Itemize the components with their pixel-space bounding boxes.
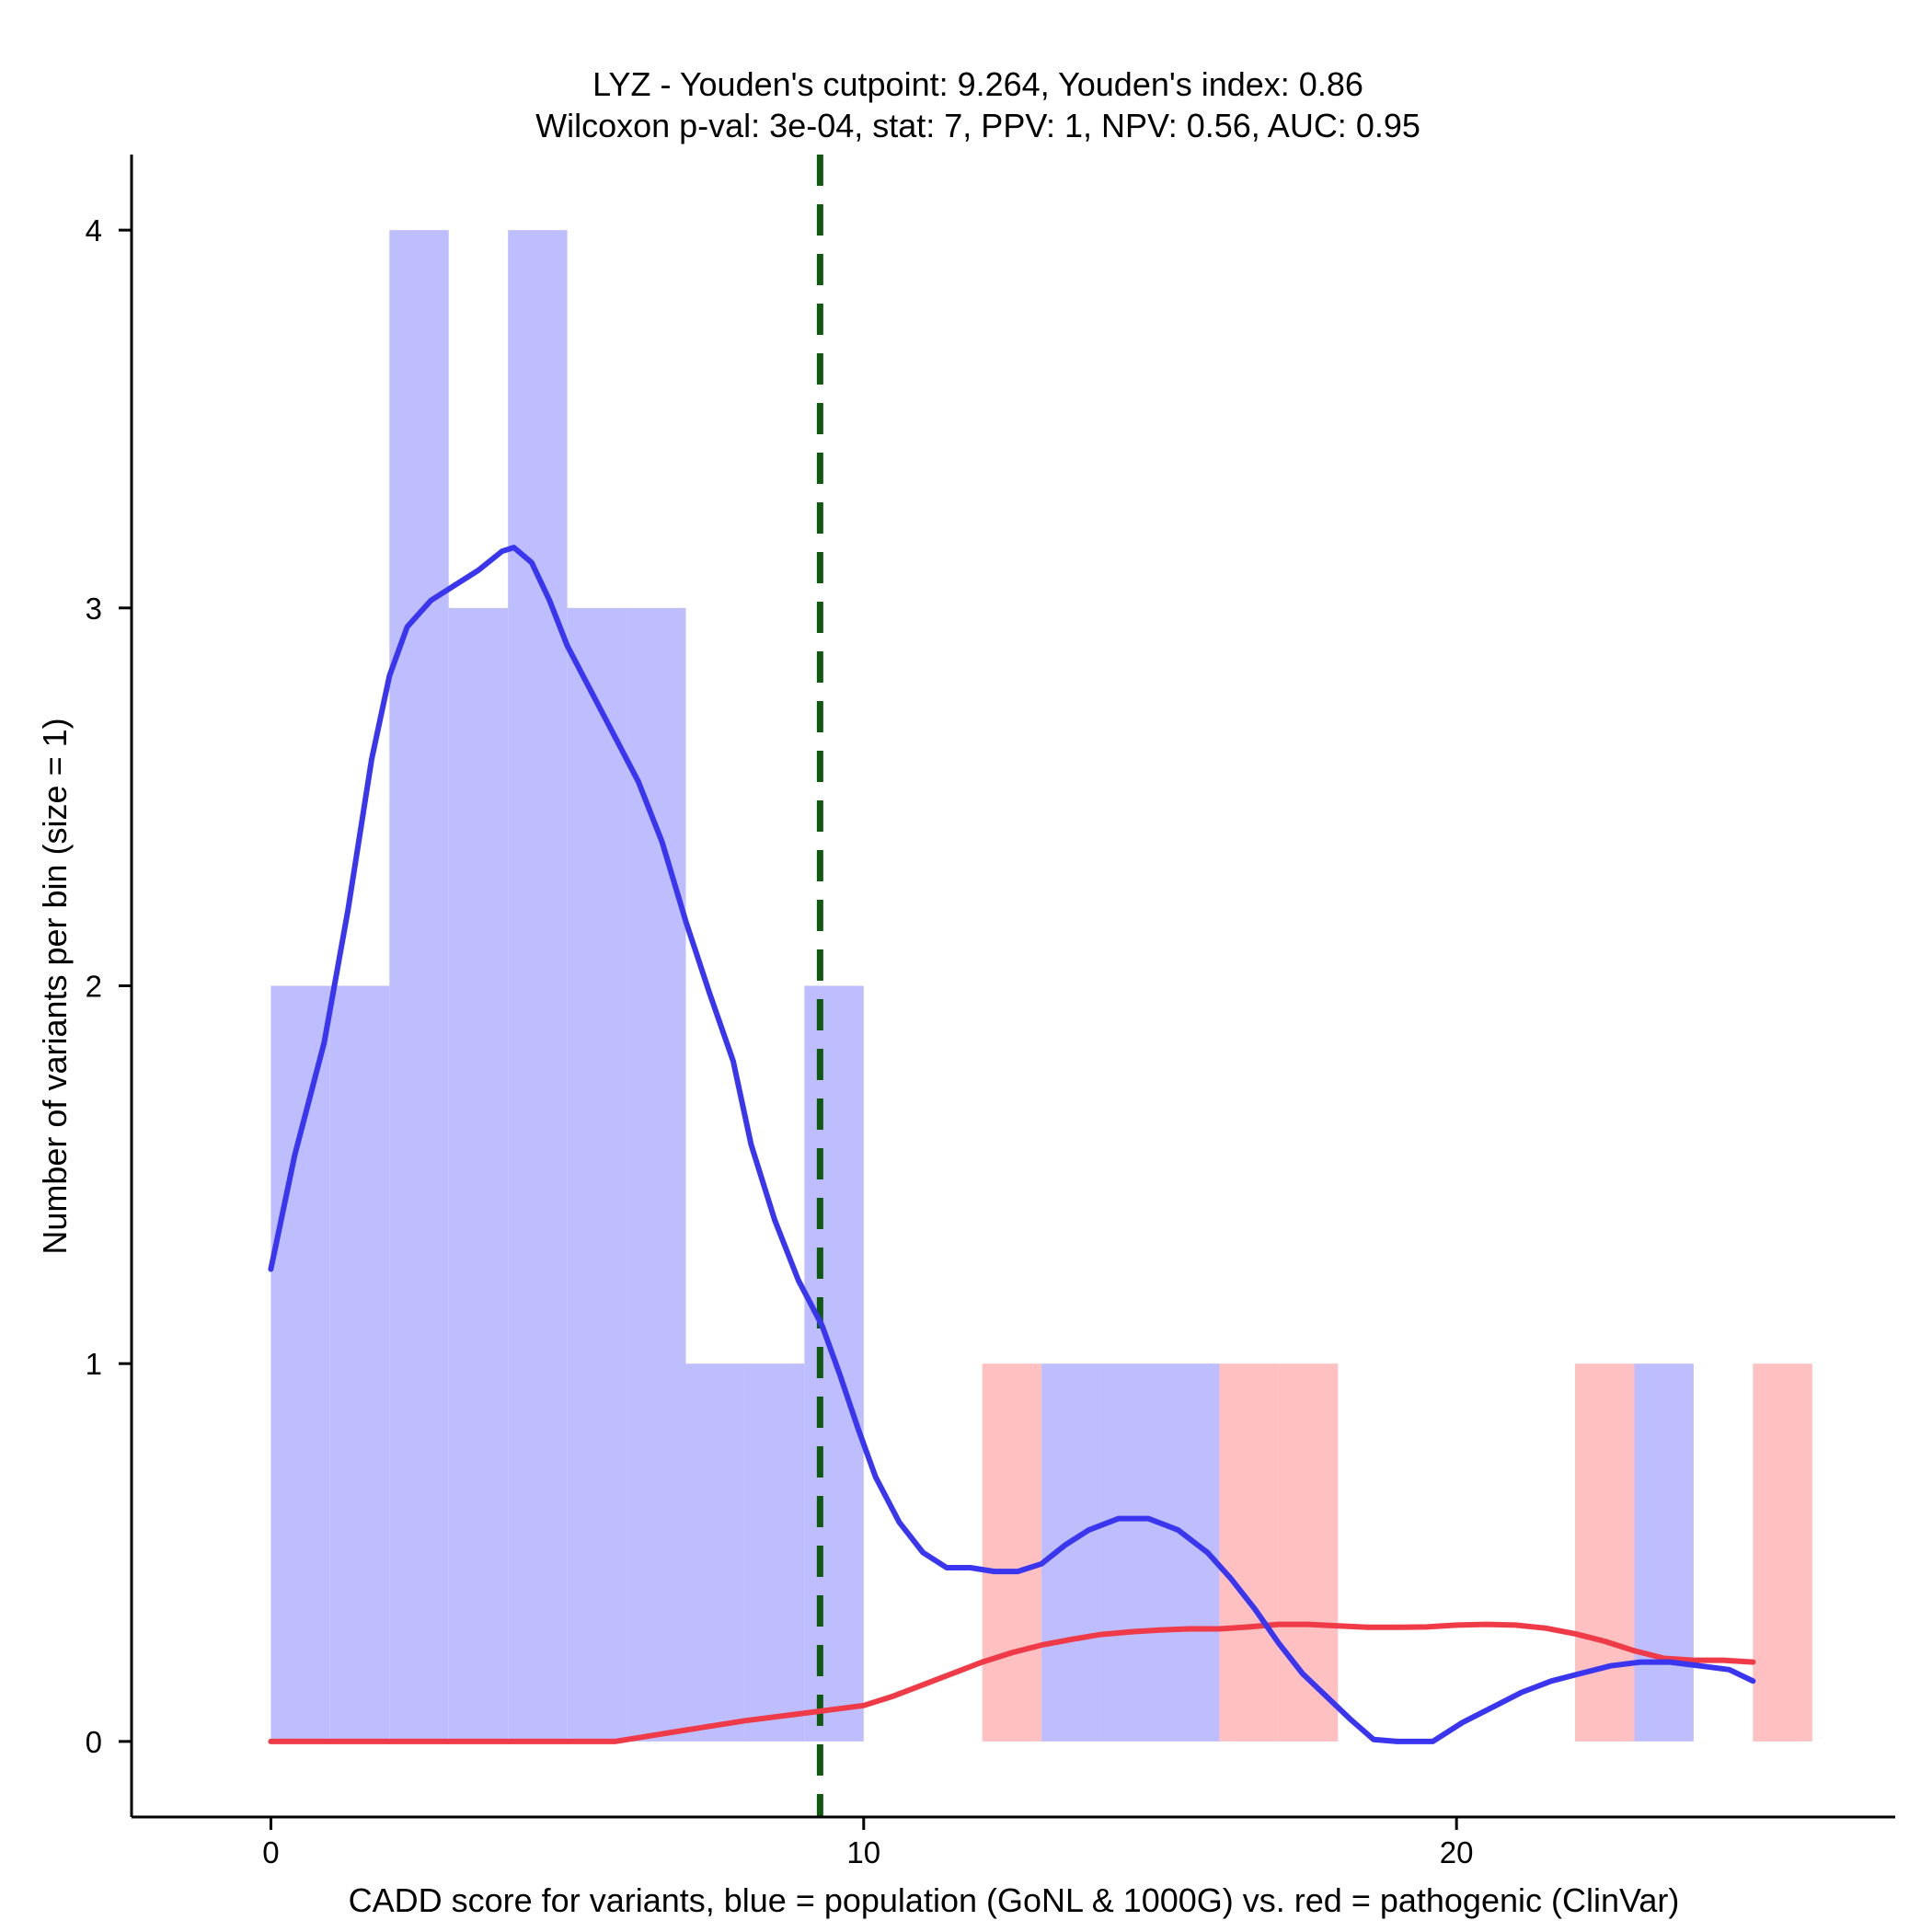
x-axis-ticks: 0 10 20 (262, 1817, 1474, 1869)
y-tick-label: 2 (86, 970, 102, 1004)
pathogenic-bar (1753, 1363, 1812, 1742)
population-bar (389, 230, 449, 1742)
pathogenic-density-curve (268, 1621, 1756, 1744)
y-tick-label: 4 (86, 213, 102, 247)
y-tick-label: 1 (86, 1347, 102, 1381)
population-bar (270, 985, 330, 1742)
y-tick-label: 3 (86, 592, 102, 626)
x-tick-label: 20 (1440, 1835, 1474, 1869)
chart-title: LYZ - Youden's cutpoint: 9.264, Youden's… (592, 65, 1363, 103)
chart-subtitle: Wilcoxon p-val: 3e-04, stat: 7, PPV: 1, … (535, 107, 1420, 144)
population-bar (627, 607, 686, 1742)
population-bar (567, 607, 627, 1742)
pathogenic-bars (982, 1363, 1812, 1742)
population-bar (508, 230, 568, 1742)
y-tick-label: 0 (86, 1725, 102, 1759)
population-bar (329, 985, 390, 1742)
y-axis-title: Number of variants per bin (size = 1) (36, 718, 74, 1254)
population-bar (1634, 1363, 1694, 1742)
pathogenic-bar (982, 1363, 1042, 1742)
population-bar (685, 1363, 745, 1742)
x-tick-label: 0 (262, 1835, 279, 1869)
y-axis-ticks: 0 1 2 3 4 (86, 213, 132, 1759)
x-axis-title: CADD score for variants, blue = populati… (349, 1881, 1680, 1919)
x-tick-label: 10 (846, 1835, 880, 1869)
population-bar (448, 607, 509, 1742)
population-bar (1041, 1363, 1101, 1742)
population-density-curve (268, 545, 1756, 1744)
population-bars (270, 230, 1694, 1742)
population-bar (1100, 1363, 1160, 1742)
pathogenic-bar (1575, 1363, 1635, 1742)
pathogenic-bar (1278, 1363, 1339, 1742)
pathogenic-bar (1219, 1363, 1279, 1742)
population-bar (744, 1363, 805, 1742)
